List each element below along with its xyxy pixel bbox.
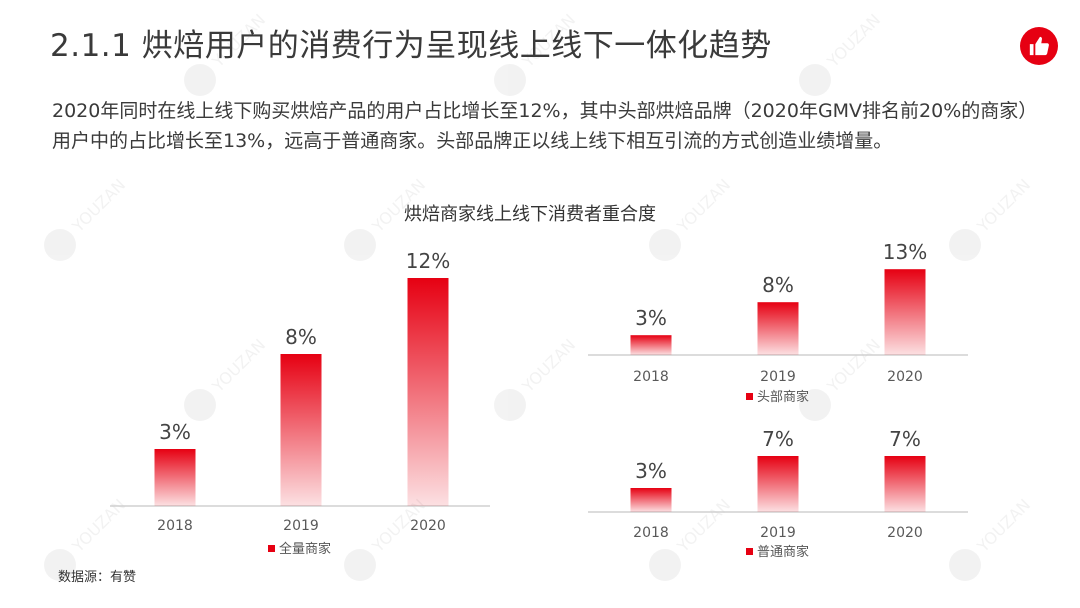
legend-swatch xyxy=(268,545,275,552)
page-title: 2.1.1 烘焙用户的消费行为呈现线上线下一体化趋势 xyxy=(50,28,772,64)
youzan-logo xyxy=(1020,27,1058,65)
data-label: 12% xyxy=(406,249,450,273)
data-label: 8% xyxy=(762,273,794,297)
data-label: 7% xyxy=(762,427,794,451)
thumbs-up-icon xyxy=(1029,36,1049,56)
bar xyxy=(884,456,926,512)
legend-swatch xyxy=(746,393,753,400)
legend-label: 全量商家 xyxy=(279,541,331,557)
bar xyxy=(884,269,926,355)
data-label: 8% xyxy=(285,325,317,349)
bar xyxy=(630,335,672,355)
data-label: 13% xyxy=(883,240,927,264)
data-label: 3% xyxy=(159,420,191,444)
bar xyxy=(280,354,322,506)
bar xyxy=(757,302,799,355)
x-tick-label: 2019 xyxy=(283,518,319,534)
x-tick-label: 2018 xyxy=(157,518,193,534)
data-source: 数据源：有赞 xyxy=(58,570,137,585)
bar xyxy=(630,488,672,512)
x-tick-label: 2020 xyxy=(410,518,446,534)
legend-swatch xyxy=(746,548,753,555)
x-tick-label: 2019 xyxy=(760,369,796,385)
description-text: 2020年同时在线上线下购买烘焙产品的用户占比增长至12%，其中头部烘焙品牌（2… xyxy=(52,100,1028,152)
data-label: 7% xyxy=(889,427,921,451)
x-tick-label: 2018 xyxy=(633,525,669,541)
legend-label: 普通商家 xyxy=(757,544,809,560)
x-tick-label: 2019 xyxy=(760,525,796,541)
bar xyxy=(407,278,449,506)
x-tick-label: 2018 xyxy=(633,369,669,385)
bar xyxy=(757,456,799,512)
x-tick-label: 2020 xyxy=(887,525,923,541)
chart-title: 烘焙商家线上线下消费者重合度 xyxy=(404,204,656,225)
x-tick-label: 2020 xyxy=(887,369,923,385)
data-label: 3% xyxy=(635,306,667,330)
legend-label: 头部商家 xyxy=(757,389,809,405)
bar xyxy=(154,449,196,506)
data-label: 3% xyxy=(635,459,667,483)
